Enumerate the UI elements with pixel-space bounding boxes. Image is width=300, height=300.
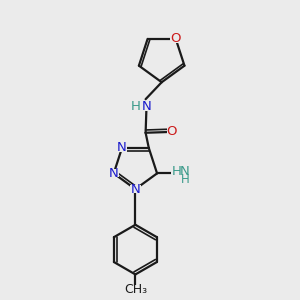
Text: H: H: [172, 165, 182, 178]
Text: N: N: [130, 183, 140, 196]
Bar: [117, 144, 127, 152]
Text: N: N: [142, 100, 152, 113]
Bar: [132, 102, 151, 111]
Text: H: H: [131, 100, 141, 113]
Text: N: N: [180, 165, 190, 178]
Bar: [130, 185, 140, 193]
Text: O: O: [170, 32, 181, 45]
Bar: [167, 128, 177, 136]
Text: CH₃: CH₃: [124, 283, 147, 296]
Bar: [171, 168, 193, 179]
Bar: [126, 285, 145, 294]
Text: N: N: [109, 167, 118, 180]
Bar: [170, 34, 181, 43]
Text: H: H: [181, 173, 190, 186]
Bar: [109, 169, 119, 178]
Text: O: O: [167, 125, 177, 138]
Text: N: N: [117, 141, 127, 154]
